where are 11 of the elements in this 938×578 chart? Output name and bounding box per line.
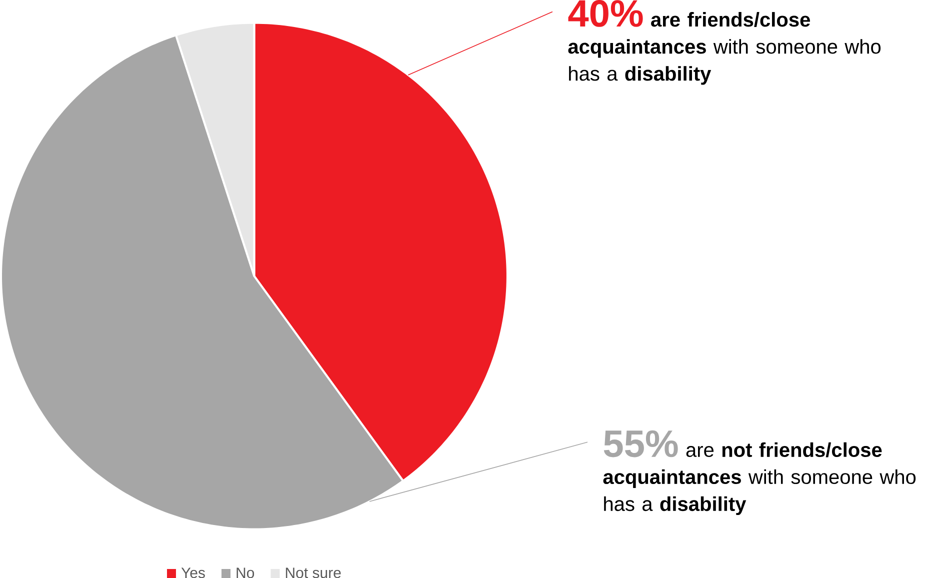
text: has a disability	[569, 66, 712, 85]
text: has a disability	[604, 496, 746, 515]
legend-label: Not sure	[286, 568, 341, 578]
data-label: 55%	[604, 430, 678, 458]
legend-label: Yes	[181, 568, 205, 578]
text: are not friends/close	[686, 442, 882, 458]
text: acquaintances with someone who	[603, 469, 916, 488]
data-label: 40%	[568, 0, 643, 27]
text: are friends/close	[651, 12, 810, 27]
legend-label: No	[236, 568, 254, 578]
text: acquaintances with someone who	[568, 39, 881, 58]
